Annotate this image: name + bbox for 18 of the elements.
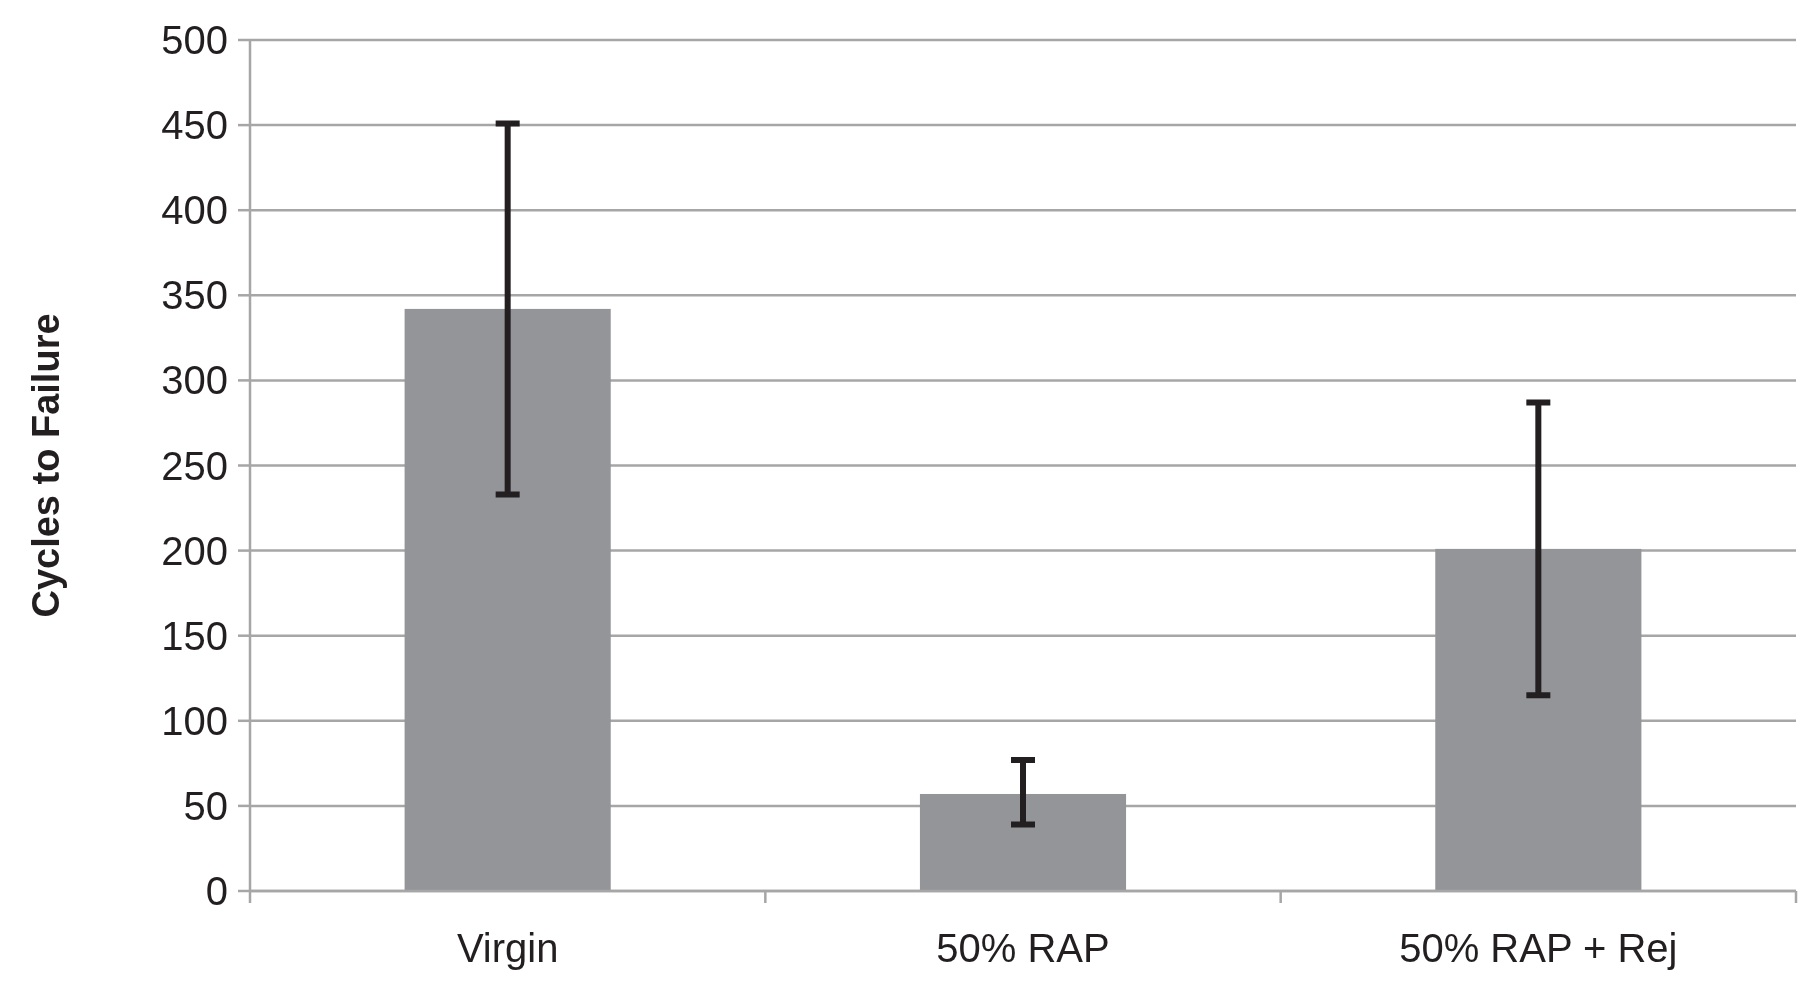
- y-tick-label: 150: [161, 613, 228, 658]
- bar: [919, 793, 1127, 891]
- x-tick-label: Virgin: [456, 926, 559, 970]
- x-tick-label: 50% RAP + Rej: [1399, 926, 1678, 970]
- y-tick-label: 200: [161, 528, 228, 573]
- y-tick-label: 450: [161, 103, 228, 148]
- y-tick-label: 400: [161, 188, 228, 233]
- y-tick-label: 500: [161, 18, 228, 62]
- bar: [404, 308, 611, 891]
- y-tick-label: 350: [161, 273, 228, 318]
- y-tick-label: 0: [205, 869, 228, 913]
- y-axis-title: Cycles to Failure: [25, 313, 68, 618]
- y-tick-label: 250: [161, 443, 228, 488]
- y-tick-label: 300: [161, 358, 228, 403]
- x-tick-label: 50% RAP: [936, 926, 1110, 970]
- y-tick-label: 100: [161, 698, 228, 743]
- bar: [1435, 548, 1642, 891]
- y-tick-label: 50: [183, 783, 228, 828]
